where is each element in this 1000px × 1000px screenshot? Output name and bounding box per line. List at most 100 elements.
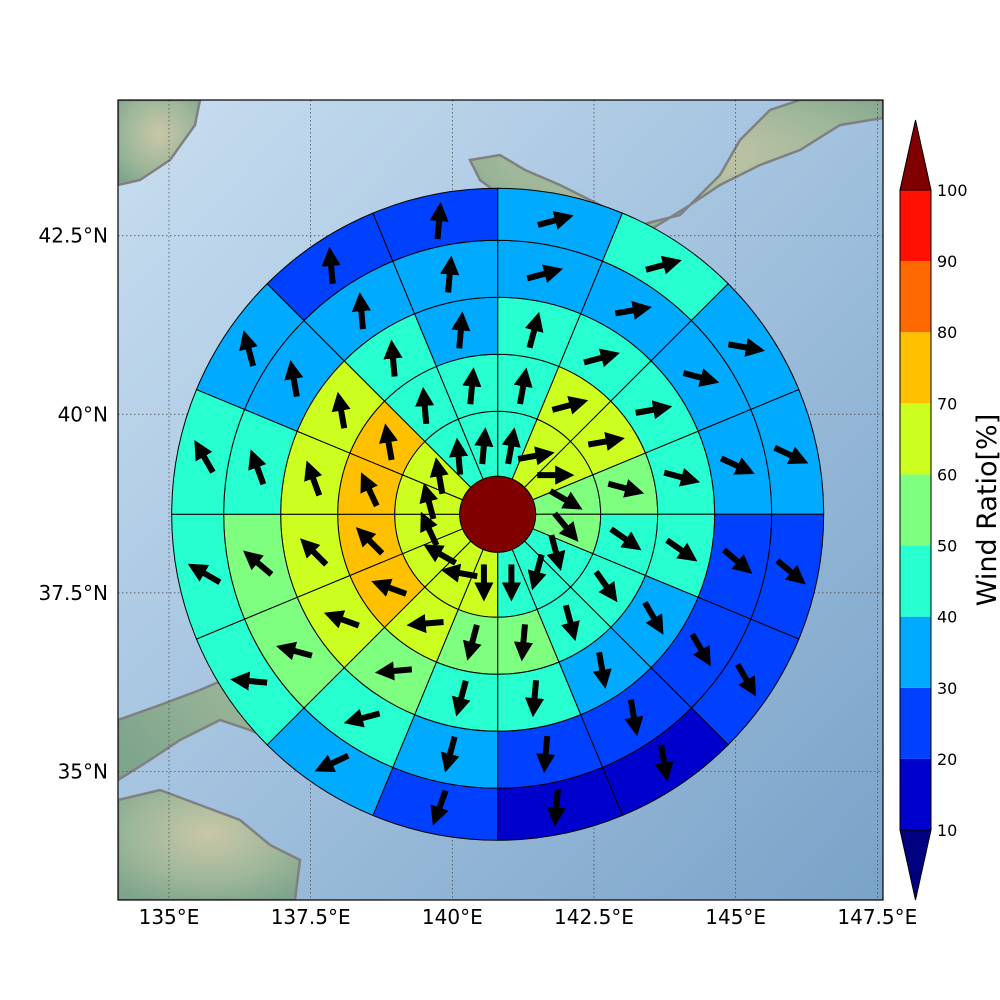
wind-arrow xyxy=(284,360,304,398)
colorbar-segment xyxy=(900,190,931,262)
wind-arrow xyxy=(474,427,494,465)
colorbar-segment xyxy=(900,474,931,546)
wind-arrow xyxy=(374,661,413,681)
wind-sector xyxy=(372,187,499,262)
wind-arrow xyxy=(735,663,757,697)
colorbar-tick-label: 80 xyxy=(937,323,957,342)
colorbar-tick-label: 30 xyxy=(937,679,957,698)
wind-arrow xyxy=(526,264,564,284)
wind-arrow xyxy=(642,601,664,635)
wind-arrow xyxy=(429,201,449,240)
wind-arrow xyxy=(323,610,360,629)
colorbar-tick-label: 50 xyxy=(937,537,957,556)
wind-arrow xyxy=(430,789,449,826)
wind-arrow xyxy=(383,339,403,377)
sector-rings xyxy=(171,187,825,841)
colorbar-segment xyxy=(900,616,931,688)
wind-arrow xyxy=(719,455,755,475)
wind-arrow xyxy=(513,624,533,662)
colorbar-segment xyxy=(900,261,931,333)
wind-arrow xyxy=(607,479,645,498)
colorbar-over-triangle xyxy=(899,119,932,191)
map-panel xyxy=(117,99,884,901)
wind-arrow xyxy=(773,445,809,465)
y-tick-label: 37.5°N xyxy=(39,581,109,605)
colorbar-tick-label: 40 xyxy=(937,608,957,627)
wind-arrow xyxy=(415,386,435,425)
wind-arrow xyxy=(304,460,323,497)
wind-arrow xyxy=(331,391,351,429)
colorbar-tick-label: 90 xyxy=(937,252,957,271)
colorbar-segment xyxy=(900,687,931,759)
colorbar-segment xyxy=(900,332,931,404)
colorbar-tick-label: 10 xyxy=(937,821,957,840)
x-tick-label: 137.5°E xyxy=(271,905,351,929)
wind-arrow xyxy=(592,651,612,689)
wind-arrow xyxy=(463,624,482,661)
y-tick-label: 42.5°N xyxy=(39,224,109,248)
wind-arrow xyxy=(449,437,469,475)
colorbar-tick-label: 100 xyxy=(937,181,968,200)
wind-arrow xyxy=(609,526,642,551)
wind-arrow xyxy=(593,570,618,603)
wind-arrow xyxy=(321,246,341,285)
colorbar: 10 20 30 40 50 60 70 80 90 100 Wind Ratio[%] xyxy=(899,119,1000,901)
wind-arrow xyxy=(420,511,440,547)
wind-arrow xyxy=(423,544,458,566)
wind-arrow xyxy=(527,553,547,591)
x-tick-label: 145°E xyxy=(705,905,766,929)
wind-arrow xyxy=(524,311,544,349)
wind-arrow xyxy=(355,527,385,556)
wind-arrow xyxy=(501,427,521,465)
wind-arrow xyxy=(587,431,625,451)
wind-arrow xyxy=(194,440,216,474)
wind-arrow xyxy=(548,488,583,510)
wind-arrow xyxy=(242,550,274,577)
y-axis-ticks: 35°N 37.5°N 40°N 42.5°N xyxy=(39,224,109,784)
y-tick-label: 35°N xyxy=(58,759,108,783)
land-korea xyxy=(118,100,202,187)
wind-arrow xyxy=(440,255,460,293)
wind-arrow xyxy=(314,752,350,772)
wind-arrow xyxy=(239,330,258,367)
map-frame xyxy=(117,99,884,901)
colorbar-tick-label: 70 xyxy=(937,394,957,413)
x-axis-ticks: 135°E 137.5°E 140°E 142.5°E 145°E 147.5°E xyxy=(139,905,918,929)
wind-arrow xyxy=(517,446,555,466)
wind-arrow xyxy=(536,735,556,774)
wind-arrow xyxy=(451,680,471,717)
wind-arrow xyxy=(682,368,720,387)
colorbar-under-triangle xyxy=(899,829,932,901)
wind-arrow xyxy=(299,538,329,567)
wind-arrow xyxy=(276,641,313,661)
colorbar-segment xyxy=(900,758,931,830)
wind-arrows xyxy=(187,201,809,827)
x-tick-label: 135°E xyxy=(139,905,200,929)
wind-arrow xyxy=(379,423,398,461)
colorbar-segment xyxy=(900,403,931,475)
colorbar-tick-label: 20 xyxy=(937,750,957,769)
wind-arrow xyxy=(727,337,765,357)
wind-arrow xyxy=(429,457,449,495)
wind-arrow xyxy=(440,735,460,773)
wind-arrow xyxy=(230,671,268,691)
wind-arrow xyxy=(552,511,579,542)
wind-arrow xyxy=(406,613,444,634)
wind-arrow xyxy=(343,708,381,728)
x-tick-label: 142.5°E xyxy=(554,905,634,929)
wind-arrow xyxy=(583,348,620,368)
colorbar-label: Wind Ratio[%] xyxy=(972,414,1000,606)
wind-arrow xyxy=(546,534,566,571)
wind-arrow xyxy=(513,367,533,405)
wind-arrow xyxy=(551,395,589,415)
wind-arrow xyxy=(248,449,267,486)
y-tick-label: 40°N xyxy=(58,402,108,426)
wind-arrow xyxy=(635,400,673,420)
wind-arrow xyxy=(561,604,580,642)
wind-arrow xyxy=(546,789,566,827)
wind-arrow xyxy=(451,311,471,349)
x-tick-label: 147.5°E xyxy=(837,905,917,929)
land-shikoku xyxy=(118,788,302,900)
wind-arrow xyxy=(689,632,711,667)
